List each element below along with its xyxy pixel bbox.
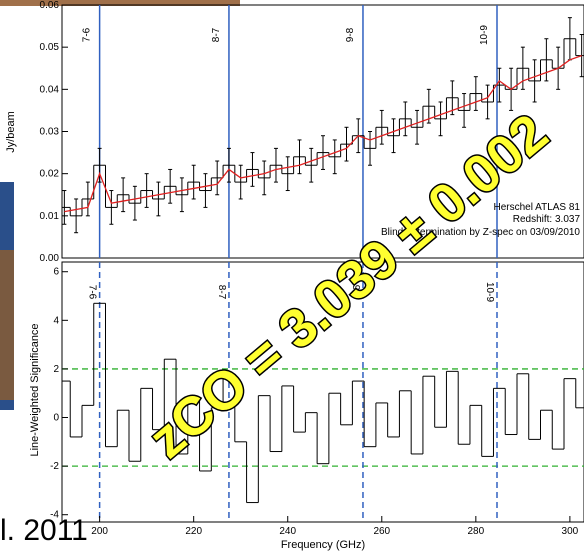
transition-label: 10-9	[479, 25, 490, 45]
x-tick-label: 260	[373, 526, 390, 537]
y-tick-label: 0.02	[40, 169, 60, 180]
y-tick-label: 0.06	[40, 0, 60, 11]
transition-label: 7-6	[87, 285, 98, 300]
y-tick-label: 0.04	[40, 84, 60, 95]
transition-label: 10-9	[484, 282, 495, 302]
y-tick-label: -2	[50, 461, 59, 472]
y-tick-label: 0.00	[40, 253, 60, 264]
transition-label: 8-7	[211, 27, 222, 42]
annotation: Redshift: 3.037	[513, 214, 581, 225]
y-tick-label: 0	[53, 413, 59, 424]
x-tick-label: 200	[91, 526, 108, 537]
y-tick-label: 0.05	[40, 42, 60, 53]
y-axis-label: Jy/beam	[5, 111, 17, 153]
transition-label: 7-6	[82, 27, 93, 42]
y-tick-label: 4	[53, 315, 59, 326]
y-axis-label: Line-Weighted Significance	[29, 323, 41, 456]
y-tick-label: 6	[53, 267, 59, 278]
annotation: Herschel ATLAS 81	[493, 202, 580, 213]
y-tick-label: 0.03	[40, 127, 60, 138]
y-tick-label: 0.01	[40, 211, 60, 222]
slide-caption: l. 2011	[0, 514, 88, 547]
transition-label: 9-8	[345, 27, 356, 42]
transition-label: 8-7	[216, 285, 227, 300]
x-tick-label: 220	[185, 526, 202, 537]
y-tick-label: 2	[53, 364, 59, 375]
x-axis-label: Frequency (GHz)	[281, 539, 365, 551]
x-tick-label: 240	[279, 526, 296, 537]
x-tick-label: 300	[562, 526, 579, 537]
screenshot: l. 2011 Jy/beam Line-Weighted Significan…	[0, 0, 584, 553]
slide-background	[0, 250, 14, 400]
x-tick-label: 280	[467, 526, 484, 537]
y-tick-label: -4	[50, 510, 59, 521]
axes: 0.00 0.01 0.02 0.03 0.04 0.05 0.06 7-6 8-7 9-8 10-…	[40, 0, 579, 537]
